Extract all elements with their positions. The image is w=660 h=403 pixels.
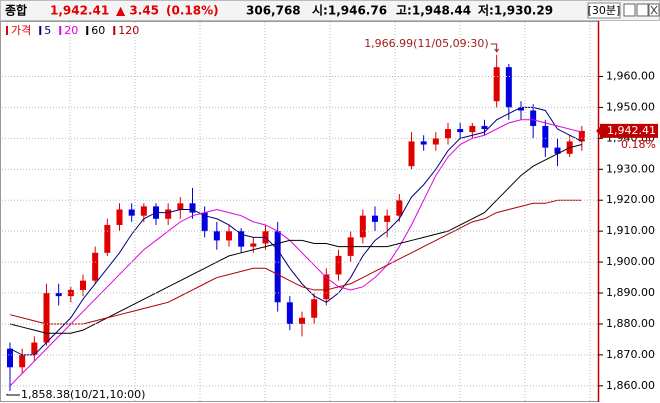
low: 저:1,930.29 xyxy=(478,3,553,18)
candle-body xyxy=(505,67,512,108)
candle-body xyxy=(554,147,561,154)
candle-body xyxy=(250,243,257,247)
y-tick-label: 1,920.00 xyxy=(606,193,655,206)
legend-label: 60 xyxy=(91,24,105,37)
candle-body xyxy=(530,110,537,126)
y-tick-label: 1,880.00 xyxy=(606,317,655,330)
annotation: 1,966.99(11/05,09:30) xyxy=(364,37,488,50)
candle-body xyxy=(165,209,172,219)
annotation-arrow xyxy=(490,43,500,53)
y-tick-label: 1,870.00 xyxy=(606,348,655,361)
price: 1,942.41 xyxy=(50,4,109,18)
candle-body xyxy=(7,348,13,368)
candle-body xyxy=(493,67,500,102)
candle-body xyxy=(116,209,123,225)
candle-body xyxy=(104,224,111,253)
candle-body xyxy=(80,280,86,290)
plot xyxy=(7,54,585,391)
y-tick-label: 1,860.00 xyxy=(606,379,655,392)
minimize-button[interactable] xyxy=(623,3,636,17)
candle-body xyxy=(201,212,208,232)
candle-body xyxy=(189,203,196,213)
candle-body xyxy=(128,209,135,216)
high: 고:1,948.44 xyxy=(396,4,471,18)
candle-body xyxy=(518,107,524,111)
legend: 가격 5 20 60 120 xyxy=(6,24,139,37)
candle-body xyxy=(323,274,330,300)
ma-line xyxy=(9,106,583,356)
maximize-button[interactable] xyxy=(636,3,649,17)
legend-swatch xyxy=(59,26,62,35)
candle-body xyxy=(226,231,232,241)
candle-body xyxy=(274,231,281,303)
ma-line xyxy=(9,119,582,387)
candle-body xyxy=(67,289,74,297)
y-tick-label: 1,960.00 xyxy=(606,69,655,82)
candle-body xyxy=(213,231,220,241)
legend-label: 20 xyxy=(64,24,78,37)
candle-body xyxy=(372,215,378,222)
candle-body xyxy=(457,129,464,133)
y-tick-label: 1,930.00 xyxy=(606,162,655,175)
candle-body xyxy=(578,130,585,142)
legend-label: 120 xyxy=(118,24,139,37)
y-tick-label: 1,900.00 xyxy=(606,255,655,268)
legend-label: 5 xyxy=(44,24,51,37)
candle-body xyxy=(396,200,403,216)
candle-body xyxy=(177,203,184,210)
y-tick-label: 1,890.00 xyxy=(606,286,655,299)
candle-body xyxy=(31,342,38,355)
candle-body xyxy=(238,231,245,247)
candle-body xyxy=(92,252,99,281)
price-tag-label: 1,942.41 xyxy=(607,124,656,137)
volume: 306,768 xyxy=(246,4,301,18)
candle-body xyxy=(432,138,439,145)
annotation-arrow xyxy=(6,393,20,396)
index-name: 종합 xyxy=(5,3,27,18)
candle-body xyxy=(335,255,342,275)
period[interactable]: [30분] xyxy=(588,4,621,17)
legend-swatch xyxy=(86,26,89,35)
open: 시:1,946.76 xyxy=(312,4,387,18)
candle-body xyxy=(43,293,50,343)
vertical-grid xyxy=(69,22,591,401)
y-tick-label: 1,910.00 xyxy=(606,224,655,237)
candle-body xyxy=(445,129,451,139)
y-tick-label: 1,950.00 xyxy=(606,100,655,113)
change: ▲ 3.45 xyxy=(116,4,159,18)
candle-body xyxy=(286,302,293,324)
candle-body xyxy=(481,125,488,130)
candle-body xyxy=(140,206,147,216)
price-tag-pointer xyxy=(596,126,600,135)
candle-body xyxy=(55,293,62,297)
change-rate: (0.18%) xyxy=(166,4,219,18)
candle-body xyxy=(359,215,366,238)
candle-body xyxy=(469,125,476,133)
legend-label: 가격 xyxy=(11,24,31,37)
ma-line xyxy=(9,199,582,325)
annotation: 1,858.38(10/21,10:00) xyxy=(21,388,145,401)
candle-body xyxy=(299,317,305,324)
price-tag xyxy=(600,123,658,138)
legend-swatch xyxy=(6,26,8,35)
candle-body xyxy=(420,141,427,145)
candle-body xyxy=(542,125,549,148)
legend-swatch xyxy=(113,26,116,35)
candle-body xyxy=(408,141,415,167)
period-button[interactable] xyxy=(587,2,621,19)
candle-body xyxy=(384,215,391,222)
candle-body xyxy=(19,354,26,368)
legend-swatch xyxy=(39,26,42,35)
candle-body xyxy=(311,299,318,318)
change-tag-label: 0.18% xyxy=(621,138,656,151)
close-icon xyxy=(650,5,658,15)
